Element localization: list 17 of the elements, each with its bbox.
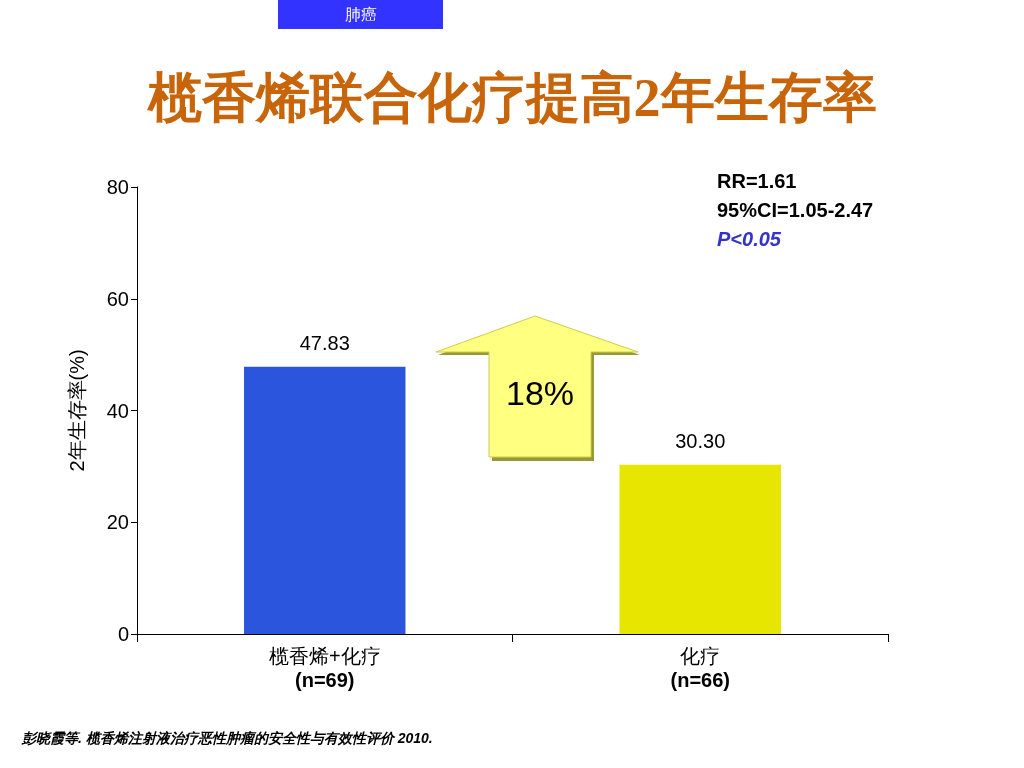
text: 彭晓霞等. 榄香烯注射液治疗恶性肿瘤的安全性与有效性评价 2010. bbox=[22, 730, 433, 748]
y-tick-label: 20 bbox=[106, 511, 129, 534]
x-tick-label: 化疗 (n=66) bbox=[670, 645, 730, 691]
data-label: 47.83 bbox=[299, 331, 350, 354]
annotation: RR=1.61 bbox=[717, 169, 798, 194]
annotation: P<0.05 bbox=[717, 227, 782, 252]
y-tick-label: 0 bbox=[117, 623, 129, 645]
chart-title: 榄香烯联合化疗提高2年生存率 bbox=[145, 68, 877, 128]
x-tick-label: 榄香烯+化疗 (n=69) bbox=[268, 645, 381, 691]
y-tick-label: 60 bbox=[106, 287, 129, 310]
y-axis-title: 2年生存率(%) bbox=[66, 349, 88, 472]
y-tick-label: 40 bbox=[106, 399, 129, 422]
annotation: 95%CI=1.05-2.47 bbox=[717, 198, 874, 223]
text: 肺癌 bbox=[278, 0, 443, 29]
y-tick-label: 80 bbox=[106, 176, 129, 198]
annotation: 18% bbox=[504, 374, 576, 413]
data-label: 30.30 bbox=[675, 429, 726, 452]
